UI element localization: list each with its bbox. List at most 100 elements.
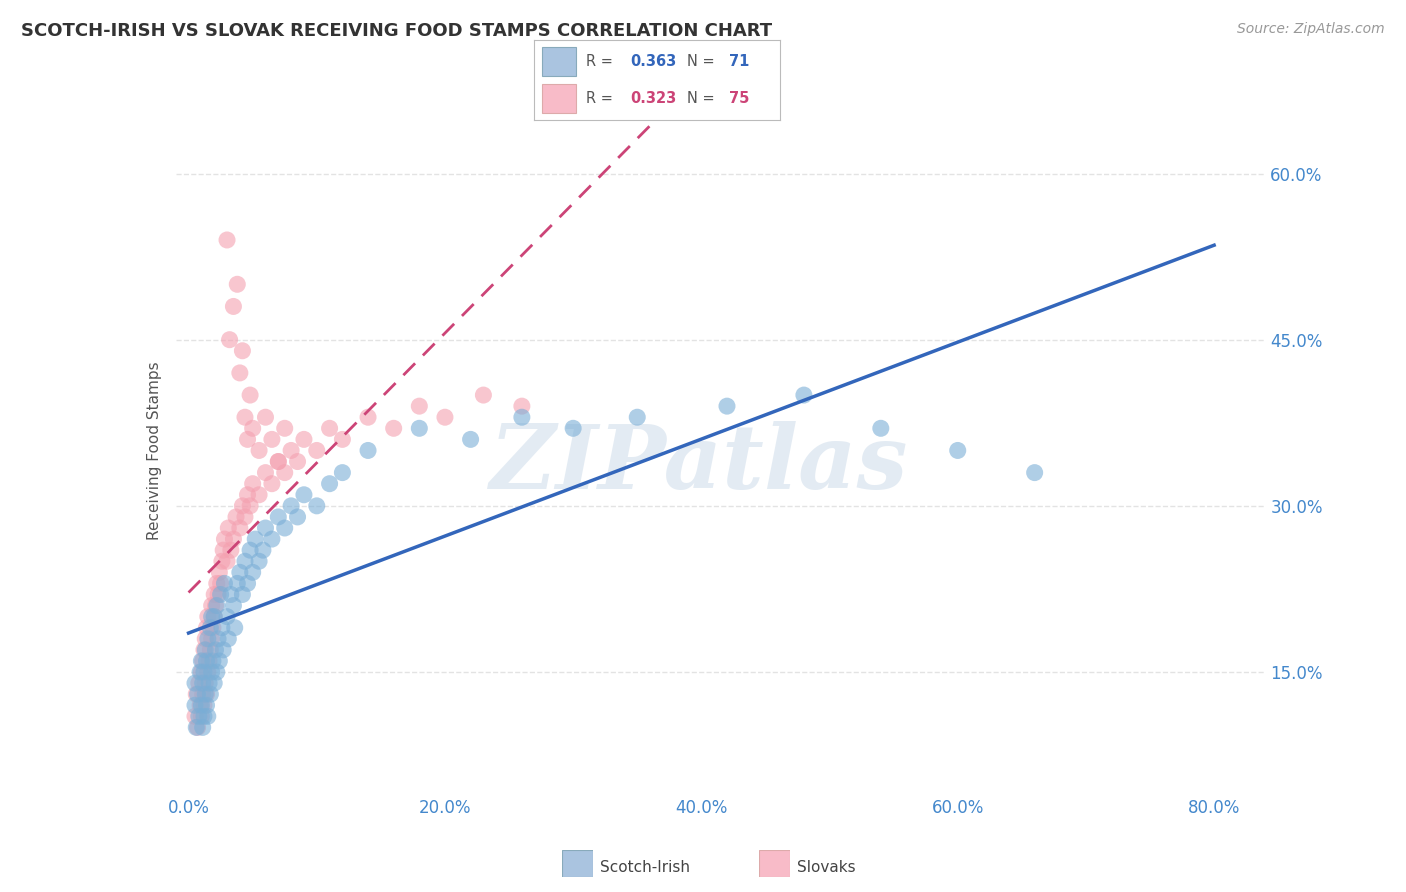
- Point: [247, 554, 270, 568]
- Point: [229, 521, 252, 535]
- Point: [188, 698, 211, 713]
- Point: [305, 443, 328, 458]
- Point: [222, 300, 245, 314]
- Point: [200, 621, 222, 635]
- Point: [267, 510, 290, 524]
- Point: [186, 720, 208, 734]
- Point: [217, 632, 239, 646]
- Point: [209, 576, 232, 591]
- Point: [332, 433, 354, 447]
- Point: [200, 687, 222, 701]
- Point: [242, 566, 264, 580]
- Point: [226, 277, 249, 292]
- Point: [242, 476, 264, 491]
- Point: [190, 709, 212, 723]
- Point: [433, 410, 456, 425]
- Point: [510, 410, 533, 425]
- Point: [233, 554, 256, 568]
- Point: [201, 654, 224, 668]
- Point: [318, 421, 340, 435]
- Point: [562, 421, 585, 435]
- Point: [194, 687, 217, 701]
- Text: Source: ZipAtlas.com: Source: ZipAtlas.com: [1237, 22, 1385, 37]
- Point: [191, 687, 214, 701]
- Point: [245, 532, 267, 546]
- Point: [626, 410, 648, 425]
- Point: [201, 632, 224, 646]
- Point: [212, 543, 235, 558]
- Point: [205, 576, 228, 591]
- Point: [201, 665, 224, 679]
- Point: [280, 443, 302, 458]
- Point: [202, 609, 225, 624]
- Point: [292, 433, 315, 447]
- Point: [184, 698, 207, 713]
- FancyBboxPatch shape: [541, 47, 576, 77]
- Point: [205, 665, 228, 679]
- Point: [209, 587, 232, 601]
- Point: [193, 698, 215, 713]
- Point: [273, 421, 295, 435]
- Point: [229, 366, 252, 380]
- Point: [194, 676, 217, 690]
- Point: [187, 676, 209, 690]
- Point: [186, 687, 209, 701]
- Point: [224, 621, 246, 635]
- Point: [211, 621, 233, 635]
- Text: R =: R =: [586, 54, 617, 70]
- Point: [197, 709, 219, 723]
- Point: [233, 410, 256, 425]
- Point: [214, 576, 236, 591]
- FancyBboxPatch shape: [541, 85, 576, 113]
- Point: [408, 399, 430, 413]
- Point: [231, 499, 253, 513]
- Point: [226, 576, 249, 591]
- Point: [236, 488, 259, 502]
- Point: [205, 599, 228, 613]
- Point: [198, 676, 221, 690]
- Point: [267, 454, 290, 468]
- Text: 71: 71: [728, 54, 749, 70]
- Point: [207, 632, 229, 646]
- Point: [239, 388, 262, 402]
- Point: [212, 643, 235, 657]
- Point: [197, 665, 219, 679]
- Point: [292, 488, 315, 502]
- Point: [219, 543, 242, 558]
- Text: 75: 75: [728, 91, 749, 106]
- Point: [202, 609, 225, 624]
- Point: [198, 654, 221, 668]
- Point: [215, 233, 238, 247]
- Text: R =: R =: [586, 91, 617, 106]
- Point: [260, 476, 283, 491]
- Point: [254, 410, 277, 425]
- Point: [231, 343, 253, 358]
- Text: Slovaks: Slovaks: [797, 861, 856, 875]
- Point: [236, 576, 259, 591]
- Point: [318, 476, 340, 491]
- Text: SCOTCH-IRISH VS SLOVAK RECEIVING FOOD STAMPS CORRELATION CHART: SCOTCH-IRISH VS SLOVAK RECEIVING FOOD ST…: [21, 22, 772, 40]
- Point: [215, 609, 238, 624]
- Point: [201, 609, 224, 624]
- Point: [211, 554, 233, 568]
- Point: [215, 554, 238, 568]
- Point: [191, 676, 214, 690]
- Y-axis label: Receiving Food Stamps: Receiving Food Stamps: [146, 361, 162, 540]
- Point: [229, 566, 252, 580]
- Point: [247, 443, 270, 458]
- Point: [193, 665, 215, 679]
- Point: [190, 665, 212, 679]
- Point: [236, 433, 259, 447]
- Point: [260, 532, 283, 546]
- Point: [280, 499, 302, 513]
- Point: [247, 488, 270, 502]
- Point: [208, 566, 231, 580]
- Point: [191, 720, 214, 734]
- Point: [305, 499, 328, 513]
- Point: [332, 466, 354, 480]
- Text: ZIPatlas: ZIPatlas: [491, 421, 907, 508]
- Point: [208, 654, 231, 668]
- Point: [260, 433, 283, 447]
- Point: [195, 698, 218, 713]
- Point: [716, 399, 738, 413]
